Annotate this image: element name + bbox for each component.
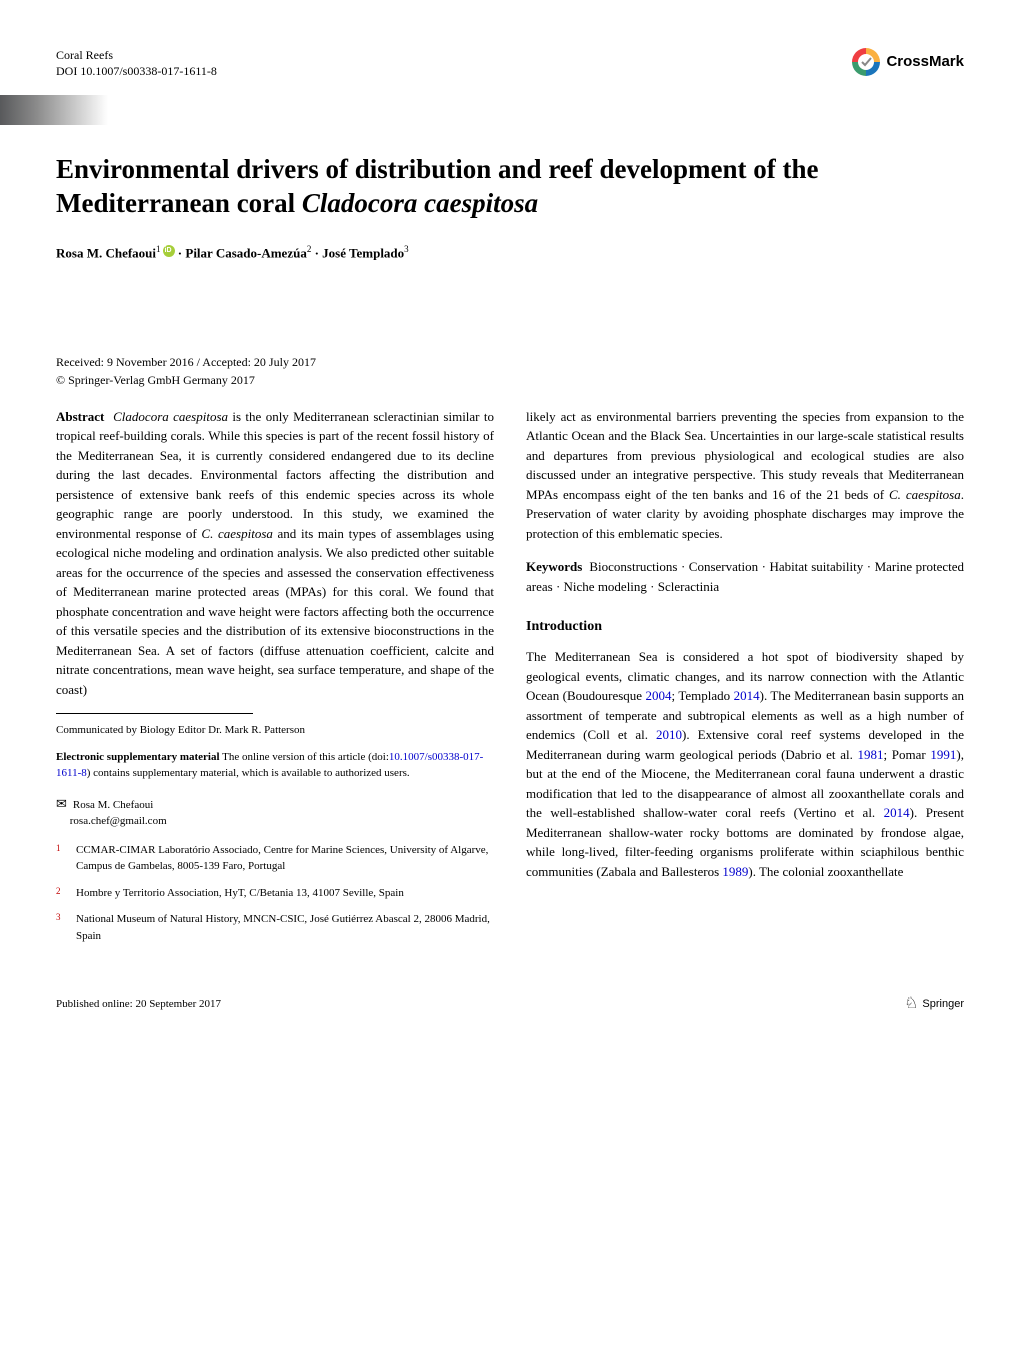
esm-block: Electronic supplementary material The on…: [56, 749, 494, 782]
affil-2: Hombre y Territorio Association, HyT, C/…: [76, 885, 404, 902]
springer-horse-icon: ♘: [904, 992, 918, 1016]
springer-logo: ♘ Springer: [904, 992, 964, 1016]
affiliations: 1 CCMAR-CIMAR Laboratório Associado, Cent…: [56, 842, 494, 945]
ref-link[interactable]: 1989: [722, 864, 748, 879]
crossmark-icon: [852, 48, 880, 76]
author-2-sup: 2: [307, 244, 312, 254]
affil-3-num: 3: [56, 911, 66, 944]
divider: [56, 713, 253, 714]
affil-1: CCMAR-CIMAR Laboratório Associado, Centr…: [76, 842, 494, 875]
introduction-heading: Introduction: [526, 616, 964, 637]
crossmark-label: CrossMark: [886, 51, 964, 74]
journal-block: Coral Reefs DOI 10.1007/s00338-017-1611-…: [56, 48, 217, 79]
ref-link[interactable]: 1981: [858, 747, 884, 762]
received-accepted: Received: 9 November 2016 / Accepted: 20…: [56, 353, 964, 371]
author-3: José Templado: [322, 245, 404, 260]
report-badge: REPORT: [56, 95, 150, 125]
ref-link[interactable]: 2014: [734, 688, 760, 703]
published-online: Published online: 20 September 2017: [56, 996, 221, 1013]
author-2: Pilar Casado-Amezúa: [185, 245, 306, 260]
ref-link[interactable]: 2014: [884, 805, 910, 820]
copyright: © Springer-Verlag GmbH Germany 2017: [56, 371, 964, 389]
abstract-continued: likely act as environmental barriers pre…: [526, 407, 964, 544]
orcid-icon[interactable]: [163, 245, 175, 257]
journal-doi: DOI 10.1007/s00338-017-1611-8: [56, 64, 217, 80]
abstract-label: Abstract: [56, 409, 104, 424]
esm-label: Electronic supplementary material: [56, 751, 220, 763]
keywords-block: Keywords Bioconstructions · Conservation…: [526, 557, 964, 596]
ref-link[interactable]: 2004: [646, 688, 672, 703]
introduction-text: The Mediterranean Sea is considered a ho…: [526, 647, 964, 881]
article-title: Environmental drivers of distribution an…: [56, 153, 964, 221]
author-3-sup: 3: [404, 244, 409, 254]
esm-post: ) contains supplementary material, which…: [87, 767, 410, 779]
corr-email: rosa.chef@gmail.com: [70, 815, 167, 827]
esm-pre: The online version of this article (doi:: [222, 751, 389, 763]
corresponding-author: ✉ Rosa M. Chefaoui rosa.chef@gmail.com: [56, 794, 494, 830]
article-dates: Received: 9 November 2016 / Accepted: 20…: [56, 353, 964, 389]
communicated-by: Communicated by Biology Editor Dr. Mark …: [56, 722, 494, 739]
keywords-list: Bioconstructions · Conservation · Habita…: [526, 559, 964, 594]
journal-name: Coral Reefs: [56, 48, 217, 64]
crossmark-badge[interactable]: CrossMark: [852, 48, 964, 76]
affil-3: National Museum of Natural History, MNCN…: [76, 911, 494, 944]
title-species: Cladocora caespitosa: [302, 188, 538, 218]
corr-name: Rosa M. Chefaoui: [73, 799, 153, 811]
springer-label: Springer: [922, 996, 964, 1013]
authors: Rosa M. Chefaoui1 · Pilar Casado-Amezúa2…: [56, 243, 964, 263]
author-1: Rosa M. Chefaoui: [56, 245, 156, 260]
keywords-label: Keywords: [526, 559, 582, 574]
envelope-icon: ✉: [56, 796, 67, 811]
ref-link[interactable]: 1991: [930, 747, 956, 762]
author-1-sup: 1: [156, 244, 161, 254]
affil-1-num: 1: [56, 842, 66, 875]
ref-link[interactable]: 2010: [656, 727, 682, 742]
affil-2-num: 2: [56, 885, 66, 902]
abstract: Abstract Cladocora caespitosa is the onl…: [56, 407, 494, 700]
